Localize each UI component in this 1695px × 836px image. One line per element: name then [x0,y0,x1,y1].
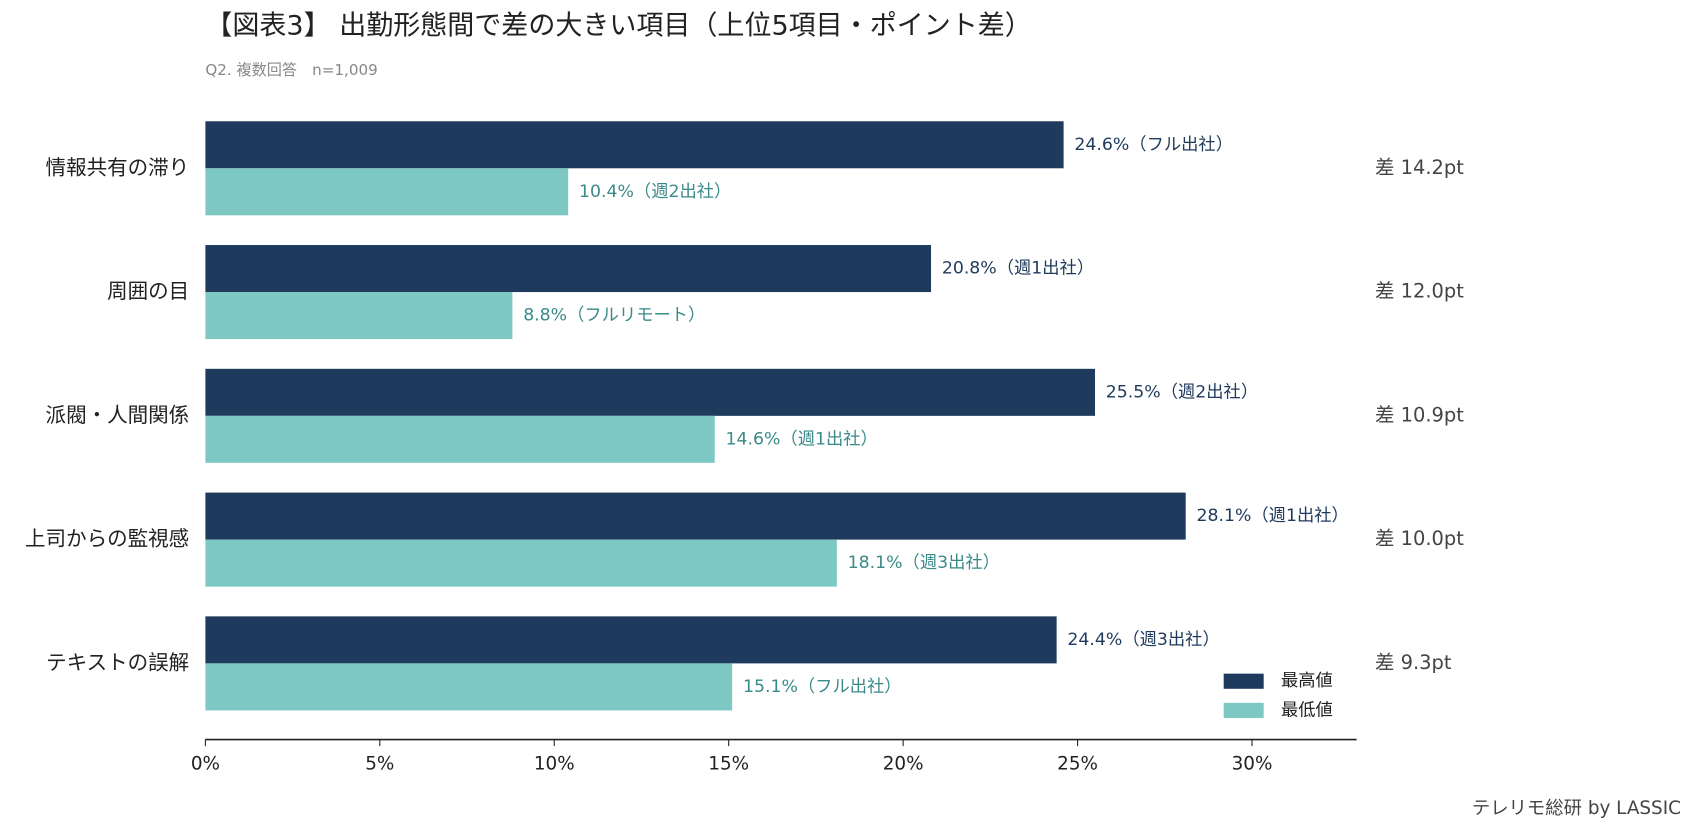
x-tick-label: 30% [1232,753,1273,774]
bar [205,492,1186,540]
value-label: 24.6%（フル出社） [1074,135,1233,155]
bar [205,368,1095,416]
x-tick-label: 5% [365,753,394,774]
difference-label: 差 10.0pt [1375,527,1464,550]
value-label: 14.6%（週1出社） [726,429,878,449]
x-tick-label: 15% [708,753,749,774]
difference-label: 差 12.0pt [1375,280,1464,303]
x-tick-label: 25% [1057,753,1098,774]
bar [205,663,733,711]
x-tick-label: 20% [883,753,924,774]
legend-label: 最高値 [1281,671,1333,691]
value-label: 20.8%（週1出社） [942,259,1094,279]
category-label: 情報共有の滞り [46,155,190,179]
value-label: 18.1%（週3出社） [848,553,1000,573]
bar [205,415,715,463]
bar [205,245,932,293]
difference-label: 差 14.2pt [1375,156,1464,179]
value-label: 28.1%（週1出社） [1197,506,1349,526]
legend-swatch [1223,702,1264,718]
bar [205,616,1057,664]
difference-label: 差 10.9pt [1375,403,1464,426]
chart-title: 【図表3】 出勤形態間で差の大きい項目（上位5項目・ポイント差） [205,11,1031,42]
value-label: 15.1%（フル出社） [743,677,902,697]
x-tick-label: 0% [191,753,220,774]
source: テレリモ総研 by LASSIC [1472,798,1681,819]
category-label: テキストの誤解 [46,650,189,674]
chart-subtitle: Q2. 複数回答 n=1,009 [205,61,377,79]
bar [205,292,513,340]
value-label: 10.4%（週2出社） [579,182,731,202]
x-tick-label: 10% [534,753,575,774]
bar [205,121,1064,169]
category-label: 周囲の目 [107,279,189,303]
difference-label: 差 9.3pt [1375,651,1452,674]
value-label: 25.5%（週2出社） [1106,382,1258,402]
category-label: 上司からの監視感 [25,527,189,551]
category-label: 派閥・人間関係 [46,403,190,427]
legend-label: 最低値 [1281,700,1333,720]
bar [205,539,837,587]
legend-swatch [1223,673,1264,689]
bar [205,168,569,216]
value-label: 8.8%（フルリモート） [523,306,705,326]
value-label: 24.4%（週3出社） [1067,630,1219,650]
